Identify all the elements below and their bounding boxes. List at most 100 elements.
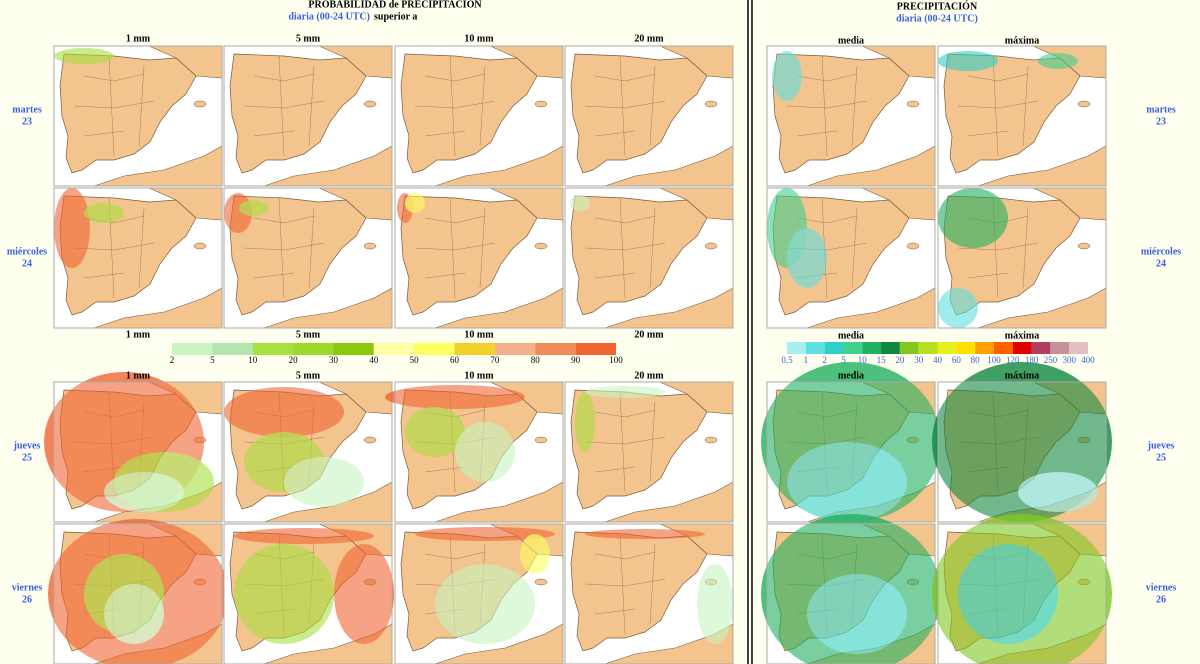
colorbar-label: 120 (1006, 355, 1020, 365)
map-outline (394, 523, 564, 664)
colorbar-label: 80 (531, 355, 541, 365)
map-frame (564, 523, 734, 664)
map-frame (223, 45, 393, 187)
column-header: 10 mm (464, 33, 494, 44)
map-outline (937, 523, 1107, 664)
colorbar-label: 2 (170, 355, 175, 365)
map-panel (564, 381, 734, 523)
map-panel (48, 519, 228, 664)
map-panel (223, 523, 394, 664)
map-frame (564, 381, 734, 523)
map-frame (394, 523, 564, 664)
colorbar-swatch (862, 342, 882, 354)
map-outline (53, 381, 223, 523)
map-panel (761, 362, 941, 523)
row-date: 25 (1156, 452, 1166, 463)
map-panel (394, 45, 564, 187)
colorbar-swatch (494, 343, 536, 355)
colorbar-swatch (1050, 342, 1070, 354)
row-date: 24 (22, 258, 32, 269)
right-subtitle: diaria (00-24 UTC) (896, 13, 978, 24)
colorbar-swatch (333, 343, 374, 355)
right-title: PRECIPITACIÓN (897, 0, 978, 12)
colorbar-swatch (1012, 342, 1032, 354)
map-outline (564, 381, 734, 523)
colorbar-label: 400 (1081, 355, 1095, 365)
map-frame (53, 45, 223, 187)
map-panel (223, 45, 393, 187)
map-outline (766, 45, 936, 187)
colorbar-swatch (881, 342, 900, 354)
column-header: 10 mm (464, 329, 494, 340)
map-outline (937, 45, 1107, 187)
row-date: 26 (22, 594, 32, 605)
colorbar-swatch (843, 342, 863, 354)
colorbar-swatch (575, 343, 616, 355)
colorbar-label: 70 (490, 355, 500, 365)
map-panel (564, 523, 734, 664)
map-outline (766, 187, 936, 329)
map-frame (937, 187, 1107, 329)
colorbar-label: 50 (410, 355, 420, 365)
map-frame (223, 187, 393, 329)
map-outline (223, 45, 393, 187)
colorbar-swatch (293, 343, 334, 355)
map-outline (564, 45, 734, 187)
colorbar-label: 300 (1062, 355, 1076, 365)
colorbar-swatch (787, 342, 806, 354)
row-day: viernes (1146, 582, 1177, 593)
colorbar-label: 10 (858, 355, 868, 365)
map-panel (564, 187, 734, 329)
column-header: 1 mm (126, 370, 151, 381)
column-header: media (838, 370, 864, 381)
row-date: 23 (1156, 116, 1166, 127)
map-panel (932, 362, 1112, 523)
map-frame (394, 187, 564, 329)
colorbar-label: 10 (248, 355, 258, 365)
left-subtitle: diaria (00-24 UTC) (288, 11, 370, 22)
map-frame (223, 523, 393, 664)
colorbar-swatch (414, 343, 455, 355)
column-header: máxima (1005, 330, 1039, 341)
map-outline (937, 381, 1107, 523)
map-panel (53, 45, 223, 187)
colorbar-label: 0.5 (781, 355, 793, 365)
map-outline (564, 187, 734, 329)
colorbar-label: 250 (1044, 355, 1058, 365)
colorbar-label: 40 (369, 355, 379, 365)
row-day: miércoles (7, 246, 47, 257)
colorbar-swatch (899, 342, 919, 354)
map-frame (53, 187, 223, 329)
map-outline (766, 523, 936, 664)
colorbar-label: 30 (914, 355, 924, 365)
colorbar-label: 100 (987, 355, 1001, 365)
row-date: 23 (22, 116, 32, 127)
colorbar-label: 90 (571, 355, 581, 365)
map-panel (53, 187, 223, 329)
colorbar-label: 20 (895, 355, 905, 365)
colorbar-label: 2 (822, 355, 827, 365)
column-header: máxima (1005, 370, 1039, 381)
map-outline (223, 523, 393, 664)
map-panel (394, 523, 564, 664)
map-panel (564, 45, 734, 187)
map-frame (766, 187, 936, 329)
map-panel (394, 187, 564, 329)
column-header: máxima (1005, 35, 1039, 46)
column-header: 1 mm (126, 33, 151, 44)
map-frame (766, 45, 936, 187)
map-panel (766, 187, 936, 329)
map-panel (223, 187, 393, 329)
colorbar-label: 40 (933, 355, 943, 365)
map-frame (937, 523, 1107, 664)
map-panel (932, 514, 1112, 664)
colorbar-label: 15 (877, 355, 887, 365)
map-panel (766, 45, 936, 187)
map-frame (223, 381, 393, 523)
row-day: jueves (1147, 440, 1175, 451)
colorbar-swatch (1069, 342, 1088, 354)
map-outline (394, 187, 564, 329)
column-header: 20 mm (634, 33, 664, 44)
colorbar-swatch (824, 342, 844, 354)
